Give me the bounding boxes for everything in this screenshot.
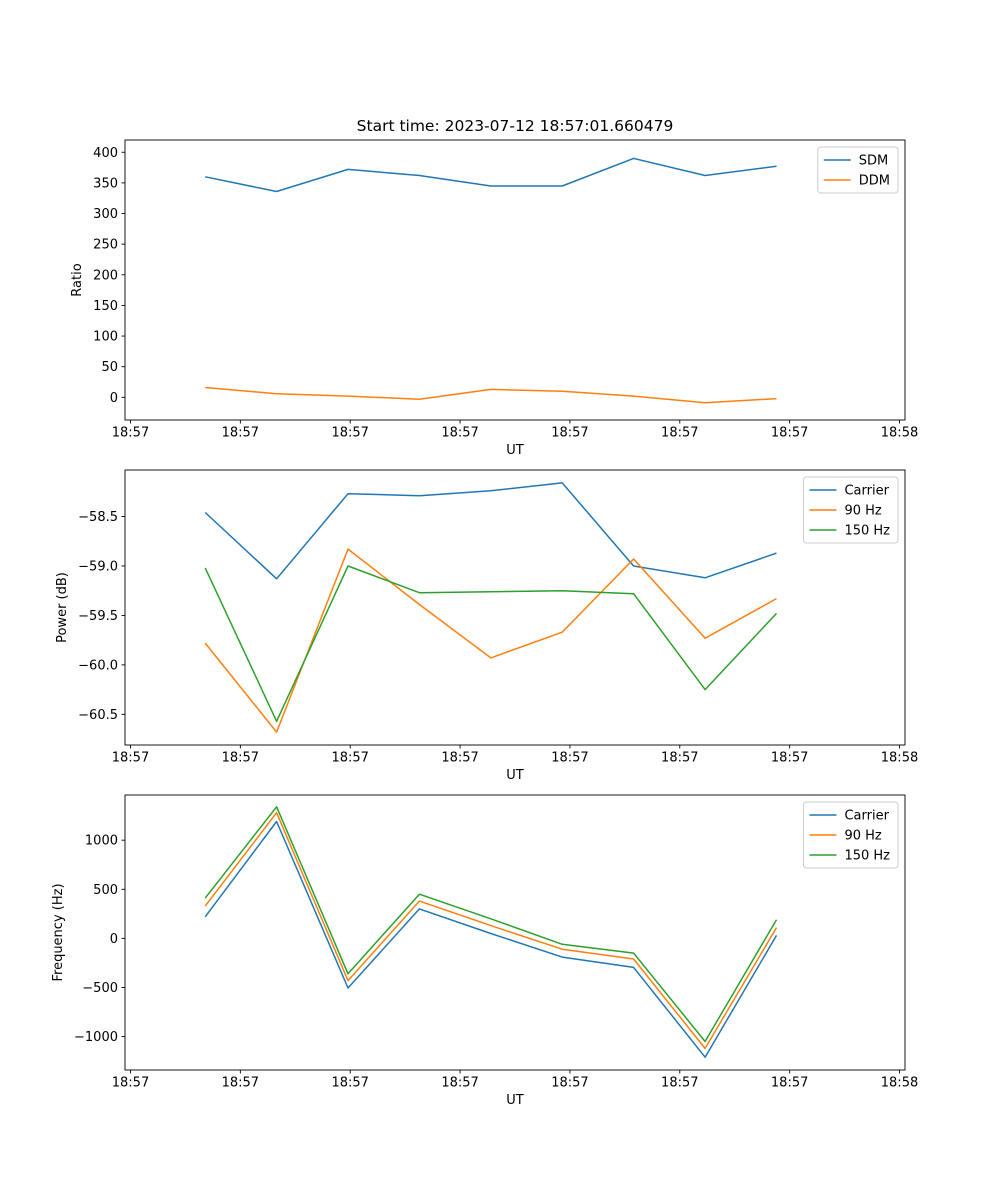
axes-frame	[124, 139, 906, 421]
legend-label: SDM	[859, 154, 888, 169]
series-line-ddm	[205, 386, 777, 404]
x-tick-label: 18:57	[441, 426, 478, 441]
x-axis-label: UT	[506, 768, 524, 783]
y-tick-label: 100	[93, 330, 118, 345]
y-tick-label: 1000	[85, 834, 118, 849]
legend-label: 90 Hz	[844, 504, 881, 519]
x-tick-label: 18:57	[112, 1076, 149, 1091]
y-tick-label: 50	[101, 360, 118, 375]
x-tick-label: 18:57	[551, 426, 588, 441]
x-tick-label: 18:57	[112, 426, 149, 441]
legend-label: Carrier	[844, 809, 889, 824]
y-tick-label: −60.5	[78, 708, 118, 723]
x-tick-label: 18:57	[551, 1076, 588, 1091]
y-tick-label: 200	[93, 268, 118, 283]
x-axis-label: UT	[506, 443, 524, 458]
y-axis-label: Ratio	[70, 263, 85, 296]
series-line-carrier	[204, 482, 777, 580]
y-tick-label: 0	[110, 391, 118, 406]
x-tick-label: 18:57	[331, 1076, 368, 1091]
x-tick-label: 18:57	[331, 426, 368, 441]
y-tick-label: −59.0	[78, 559, 118, 574]
series-line-150-hz	[204, 565, 778, 723]
legend: Carrier 90 Hz 150 Hz	[802, 476, 899, 544]
y-tick-label: −500	[82, 981, 118, 996]
y-tick-label: 0	[110, 932, 118, 947]
y-axis-label: Frequency (Hz)	[51, 883, 66, 981]
y-tick-label: −59.5	[78, 609, 118, 624]
x-tick-label: 18:57	[222, 1076, 259, 1091]
plot-title: Start time: 2023-07-12 18:57:01.660479	[357, 117, 674, 135]
subplot-2: 18:57 18:57 18:57 18:57 18:57 18:57 18:57 18:58…	[55, 469, 918, 783]
legend: SDM DDM	[817, 146, 899, 194]
x-tick-label: 18:57	[661, 1076, 698, 1091]
legend-frame	[802, 476, 899, 544]
series-line-150-hz	[204, 806, 778, 1043]
x-tick-label: 18:57	[771, 751, 808, 766]
x-tick-label: 18:57	[222, 426, 259, 441]
x-tick-label: 18:57	[771, 1076, 808, 1091]
y-tick-label: 150	[93, 299, 118, 314]
legend-label: DDM	[859, 174, 890, 189]
legend-label: 150 Hz	[844, 524, 890, 539]
x-tick-label: 18:57	[112, 751, 149, 766]
y-axis-label: Power (dB)	[55, 572, 70, 643]
legend-frame	[817, 146, 899, 194]
x-tick-label: 18:57	[551, 751, 588, 766]
series-line-90-hz	[204, 548, 777, 733]
x-tick-label: 18:57	[771, 426, 808, 441]
legend: Carrier 90 Hz 150 Hz	[802, 801, 899, 869]
y-tick-label: −1000	[74, 1030, 118, 1045]
x-tick-label: 18:57	[331, 751, 368, 766]
y-tick-label: −58.5	[78, 510, 118, 525]
x-tick-label: 18:57	[661, 426, 698, 441]
series-line-sdm	[205, 157, 777, 193]
x-tick-label: 18:57	[222, 751, 259, 766]
y-tick-label: 300	[93, 207, 118, 222]
y-tick-label: 400	[93, 146, 118, 161]
legend-label: Carrier	[844, 484, 889, 499]
series-line-carrier	[204, 820, 778, 1058]
series-line-90-hz	[204, 811, 778, 1050]
x-axis-label: UT	[506, 1093, 524, 1108]
subplot-1: 18:57 18:57 18:57 18:57 18:57 18:57 18:57 18:58…	[70, 139, 918, 458]
x-tick-label: 18:58	[881, 1076, 918, 1091]
legend-label: 150 Hz	[844, 849, 890, 864]
axes-frame	[124, 794, 906, 1071]
y-tick-label: 350	[93, 176, 118, 191]
y-tick-label: 250	[93, 238, 118, 253]
subplot-3: 18:57 18:57 18:57 18:57 18:57 18:57 18:57 18:58…	[51, 794, 918, 1108]
axes-frame	[124, 469, 906, 746]
x-tick-label: 18:58	[881, 751, 918, 766]
y-tick-label: 500	[93, 883, 118, 898]
x-tick-label: 18:57	[441, 751, 478, 766]
x-tick-label: 18:58	[881, 426, 918, 441]
x-tick-label: 18:57	[441, 1076, 478, 1091]
legend-frame	[802, 801, 899, 869]
y-tick-label: −60.0	[78, 658, 118, 673]
legend-label: 90 Hz	[844, 829, 881, 844]
x-tick-label: 18:57	[661, 751, 698, 766]
